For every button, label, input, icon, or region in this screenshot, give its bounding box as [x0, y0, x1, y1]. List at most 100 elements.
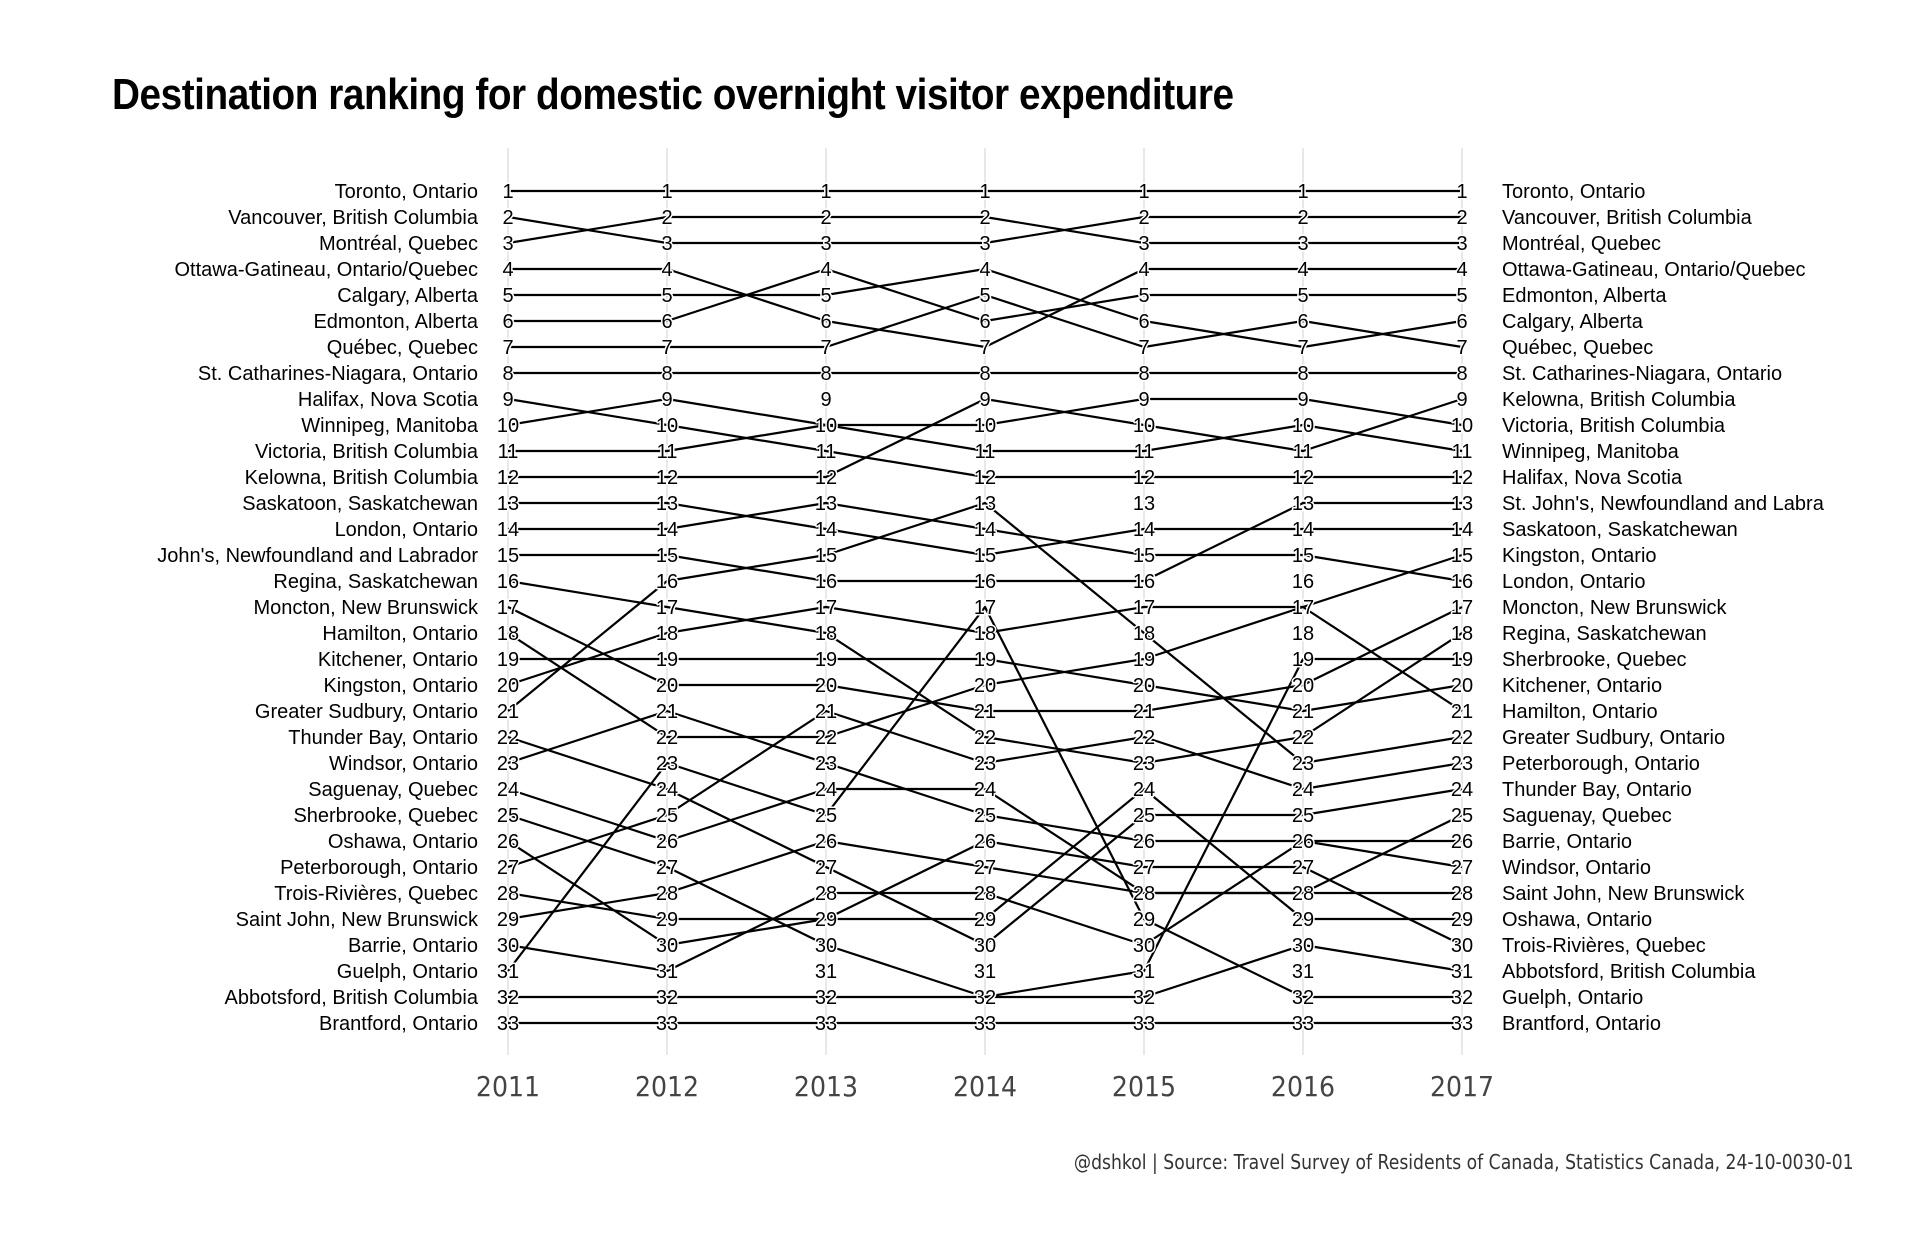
rank-label: 5	[820, 285, 831, 307]
year-tick-label: 2015	[1112, 1071, 1176, 1104]
rank-label: 30	[1292, 935, 1314, 957]
rank-label: 33	[974, 1013, 996, 1035]
rank-label: 7	[820, 337, 831, 359]
left-destination-label: Trois-Rivières, Quebec	[274, 883, 478, 905]
rank-label: 1	[661, 181, 672, 203]
right-destination-label: Windsor, Ontario	[1502, 857, 1651, 879]
rank-label: 17	[1451, 597, 1473, 619]
rank-label: 10	[497, 415, 519, 437]
rank-label: 21	[974, 701, 996, 723]
right-destination-label: Peterborough, Ontario	[1502, 753, 1700, 775]
rank-label: 16	[497, 571, 519, 593]
rank-label: 10	[1451, 415, 1473, 437]
rank-label: 9	[1456, 389, 1467, 411]
rank-label: 22	[974, 727, 996, 749]
rank-label: 23	[1292, 753, 1314, 775]
rank-label: 12	[497, 467, 519, 489]
rank-label: 6	[820, 311, 831, 333]
rank-label: 23	[656, 753, 678, 775]
rank-label: 14	[656, 519, 678, 541]
rank-label: 2	[1297, 207, 1308, 229]
right-destination-label: Kingston, Ontario	[1502, 545, 1657, 567]
right-destination-label: Greater Sudbury, Ontario	[1502, 727, 1725, 749]
left-destination-label: Saint John, New Brunswick	[236, 909, 479, 931]
rank-label: 26	[497, 831, 519, 853]
rank-label: 8	[1297, 363, 1308, 385]
right-destination-label: St. John's, Newfoundland and Labra	[1502, 493, 1825, 515]
rank-label: 29	[656, 909, 678, 931]
rank-label: 2	[1456, 207, 1467, 229]
left-destination-label: Edmonton, Alberta	[313, 311, 478, 333]
rank-label: 21	[1292, 701, 1314, 723]
rank-label: 25	[1292, 805, 1314, 827]
rank-label: 12	[656, 467, 678, 489]
rank-label: 19	[1292, 649, 1314, 671]
rank-label: 28	[656, 883, 678, 905]
rank-label: 28	[1133, 883, 1155, 905]
series-line-28	[507, 839, 1463, 946]
rank-label: 6	[661, 311, 672, 333]
rank-label: 1	[1297, 181, 1308, 203]
rank-label: 14	[1292, 519, 1314, 541]
rank-label: 25	[1451, 805, 1473, 827]
rank-label: 23	[815, 753, 837, 775]
right-destination-label: Oshawa, Ontario	[1502, 909, 1652, 931]
rank-label: 15	[1451, 545, 1473, 567]
rank-label: 32	[497, 987, 519, 1009]
rank-label: 17	[974, 597, 996, 619]
series-line-32	[508, 943, 1463, 999]
left-destination-label: Saskatoon, Saskatchewan	[242, 493, 478, 515]
rank-label: 7	[502, 337, 513, 359]
rank-label: 27	[497, 857, 519, 879]
rank-label: 31	[1451, 961, 1473, 983]
rank-label: 31	[1133, 961, 1155, 983]
left-destination-label: Ottawa-Gatineau, Ontario/Quebec	[175, 259, 479, 281]
series-line-27	[507, 709, 1463, 869]
left-destination-label: Victoria, British Columbia	[255, 441, 479, 463]
right-destination-label: Thunder Bay, Ontario	[1502, 779, 1692, 801]
rank-label: 3	[1138, 233, 1149, 255]
rank-label: 22	[1133, 727, 1155, 749]
rank-label: 1	[1456, 181, 1467, 203]
left-destination-label: Kingston, Ontario	[323, 675, 478, 697]
rank-label: 2	[502, 207, 513, 229]
rank-label: 9	[661, 389, 672, 411]
left-destination-label: Peterborough, Ontario	[280, 857, 478, 879]
rank-label: 31	[497, 961, 519, 983]
rank-label: 21	[1451, 701, 1473, 723]
rank-label: 30	[974, 935, 996, 957]
rank-label: 7	[1456, 337, 1467, 359]
series-line-16	[507, 579, 1463, 765]
year-tick-label: 2013	[794, 1071, 858, 1104]
rank-label: 27	[656, 857, 678, 879]
rank-label: 30	[1133, 935, 1155, 957]
left-destination-label: Thunder Bay, Ontario	[288, 727, 478, 749]
left-destination-label: Kelowna, British Columbia	[245, 467, 479, 489]
rank-label: 25	[1133, 805, 1155, 827]
right-destination-label: Moncton, New Brunswick	[1502, 597, 1728, 619]
right-destination-label: Abbotsford, British Columbia	[1502, 961, 1756, 983]
rank-label: 8	[502, 363, 513, 385]
series-line-2	[507, 215, 1462, 245]
rank-label: 11	[498, 441, 519, 463]
rank-label: 12	[974, 467, 996, 489]
rank-label: 9	[979, 389, 990, 411]
rank-label: 23	[1133, 753, 1155, 775]
rank-label: 32	[1451, 987, 1473, 1009]
year-axis-labels: 2011 2012 2013 2014 2015 2016 2017	[476, 1071, 1494, 1104]
series-line-5	[508, 267, 1463, 349]
left-destination-label: Windsor, Ontario	[329, 753, 478, 775]
rank-label: 23	[497, 753, 519, 775]
right-destination-label: St. Catharines-Niagara, Ontario	[1502, 363, 1782, 385]
series-line-21	[507, 501, 1463, 765]
rank-label: 11	[816, 441, 837, 463]
rank-label: 25	[815, 805, 837, 827]
rank-labels: 1234567891011121314151617181920212223242…	[495, 180, 1474, 1037]
rank-label: 11	[975, 441, 996, 463]
series-line-12	[508, 397, 1463, 479]
right-destination-label: Barrie, Ontario	[1502, 831, 1632, 853]
rank-label: 3	[1297, 233, 1308, 255]
rank-label: 4	[979, 259, 990, 281]
right-destination-label: Québec, Quebec	[1502, 337, 1653, 359]
rank-label: 3	[820, 233, 831, 255]
